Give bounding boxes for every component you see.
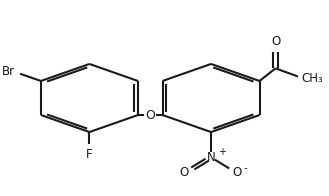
Text: Br: Br bbox=[2, 65, 15, 78]
Text: N: N bbox=[207, 151, 215, 164]
Text: O: O bbox=[145, 109, 155, 122]
Text: -: - bbox=[243, 163, 247, 173]
Text: F: F bbox=[86, 148, 93, 161]
Text: O: O bbox=[271, 35, 280, 48]
Text: +: + bbox=[218, 148, 226, 158]
Text: CH₃: CH₃ bbox=[301, 72, 323, 84]
Text: O: O bbox=[232, 166, 241, 179]
Text: O: O bbox=[179, 166, 189, 179]
